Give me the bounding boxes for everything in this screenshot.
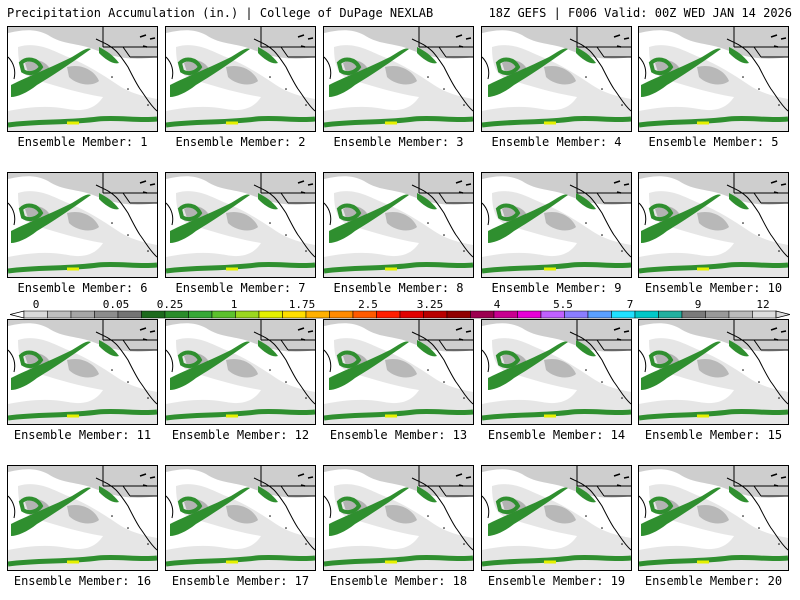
colorbar-swatch <box>423 310 448 319</box>
colorbar-tick-label: 4 <box>494 298 501 311</box>
ensemble-member-label: Ensemble Member: 19 <box>487 574 626 588</box>
ensemble-map-2 <box>165 26 316 132</box>
colorbar-swatch <box>23 310 48 319</box>
colorbar-swatch <box>352 310 377 319</box>
ensemble-map-7 <box>165 172 316 278</box>
ensemble-member-label: Ensemble Member: 14 <box>487 428 626 442</box>
colorbar-swatch <box>540 310 565 319</box>
ensemble-member-label: Ensemble Member: 8 <box>333 281 464 295</box>
ensemble-member-label: Ensemble Member: 20 <box>644 574 783 588</box>
ensemble-member-label: Ensemble Member: 11 <box>13 428 152 442</box>
ensemble-map-18 <box>323 465 474 571</box>
ensemble-member-label: Ensemble Member: 9 <box>491 281 622 295</box>
ensemble-member-label: Ensemble Member: 4 <box>491 135 622 149</box>
colorbar-swatch <box>188 310 213 319</box>
colorbar-swatch <box>282 310 307 319</box>
ensemble-map-3 <box>323 26 474 132</box>
colorbar-swatch <box>587 310 612 319</box>
ensemble-member-label: Ensemble Member: 1 <box>17 135 148 149</box>
colorbar-swatch <box>94 310 119 319</box>
colorbar-tick-label: 12 <box>756 298 769 311</box>
ensemble-member-label: Ensemble Member: 17 <box>171 574 310 588</box>
colorbar-swatch <box>611 310 636 319</box>
ensemble-map-8 <box>323 172 474 278</box>
ensemble-map-17 <box>165 465 316 571</box>
colorbar-swatch <box>446 310 471 319</box>
ensemble-member-label: Ensemble Member: 2 <box>175 135 306 149</box>
ensemble-member-label: Ensemble Member: 18 <box>329 574 468 588</box>
colorbar-tick-label: 9 <box>695 298 702 311</box>
colorbar-swatch <box>681 310 706 319</box>
ensemble-map-9 <box>481 172 632 278</box>
colorbar-tick-label: 1 <box>231 298 238 311</box>
colorbar-swatch <box>564 310 589 319</box>
colorbar-tick-label: 0.05 <box>103 298 130 311</box>
ensemble-member-label: Ensemble Member: 7 <box>175 281 306 295</box>
ensemble-member-label: Ensemble Member: 16 <box>13 574 152 588</box>
ensemble-map-19 <box>481 465 632 571</box>
ensemble-member-label: Ensemble Member: 5 <box>648 135 779 149</box>
colorbar-swatch <box>258 310 283 319</box>
colorbar-swatch <box>634 310 659 319</box>
colorbar-swatch <box>399 310 424 319</box>
colorbar-tick-label: 0 <box>33 298 40 311</box>
ensemble-map-5 <box>638 26 789 132</box>
ensemble-member-label: Ensemble Member: 3 <box>333 135 464 149</box>
colorbar-swatch <box>728 310 753 319</box>
ensemble-map-15 <box>638 319 789 425</box>
colorbar-swatch <box>235 310 260 319</box>
colorbar-tick-label: 1.75 <box>289 298 316 311</box>
ensemble-map-16 <box>7 465 158 571</box>
colorbar-tick-label: 3.25 <box>417 298 444 311</box>
colorbar-tick-label: 7 <box>627 298 634 311</box>
colorbar-swatch <box>493 310 518 319</box>
colorbar-right-arrow <box>775 310 790 319</box>
ensemble-member-label: Ensemble Member: 15 <box>644 428 783 442</box>
colorbar-tick-label: 5.5 <box>553 298 573 311</box>
colorbar-left-arrow <box>10 310 25 319</box>
colorbar-swatch <box>752 310 777 319</box>
ensemble-map-12 <box>165 319 316 425</box>
colorbar-swatch <box>164 310 189 319</box>
colorbar-tick-label: 0.25 <box>157 298 184 311</box>
colorbar-swatch <box>329 310 354 319</box>
ensemble-member-label: Ensemble Member: 10 <box>644 281 783 295</box>
page-title: Precipitation Accumulation (in.) | Colle… <box>7 6 434 20</box>
run-info: 18Z GEFS | F006 Valid: 00Z WED JAN 14 20… <box>488 6 792 20</box>
ensemble-map-10 <box>638 172 789 278</box>
ensemble-map-1 <box>7 26 158 132</box>
ensemble-member-label: Ensemble Member: 6 <box>17 281 148 295</box>
ensemble-map-4 <box>481 26 632 132</box>
ensemble-map-14 <box>481 319 632 425</box>
colorbar-swatch <box>658 310 683 319</box>
colorbar-swatch <box>117 310 142 319</box>
ensemble-map-13 <box>323 319 474 425</box>
colorbar-swatch <box>305 310 330 319</box>
ensemble-member-label: Ensemble Member: 12 <box>171 428 310 442</box>
precip-colorbar: 0 0.05 0.25 1 1.75 2.5 3.25 4 5.5 7 9 12 <box>10 298 790 319</box>
colorbar-swatch <box>70 310 95 319</box>
colorbar-swatch <box>141 310 166 319</box>
ensemble-member-label: Ensemble Member: 13 <box>329 428 468 442</box>
colorbar-tick-label: 2.5 <box>358 298 378 311</box>
colorbar-swatch <box>47 310 72 319</box>
colorbar-swatch <box>705 310 730 319</box>
ensemble-map-11 <box>7 319 158 425</box>
ensemble-map-20 <box>638 465 789 571</box>
colorbar-swatch <box>470 310 495 319</box>
ensemble-map-6 <box>7 172 158 278</box>
colorbar-swatch <box>211 310 236 319</box>
colorbar-swatch <box>376 310 401 319</box>
colorbar-swatch <box>517 310 542 319</box>
